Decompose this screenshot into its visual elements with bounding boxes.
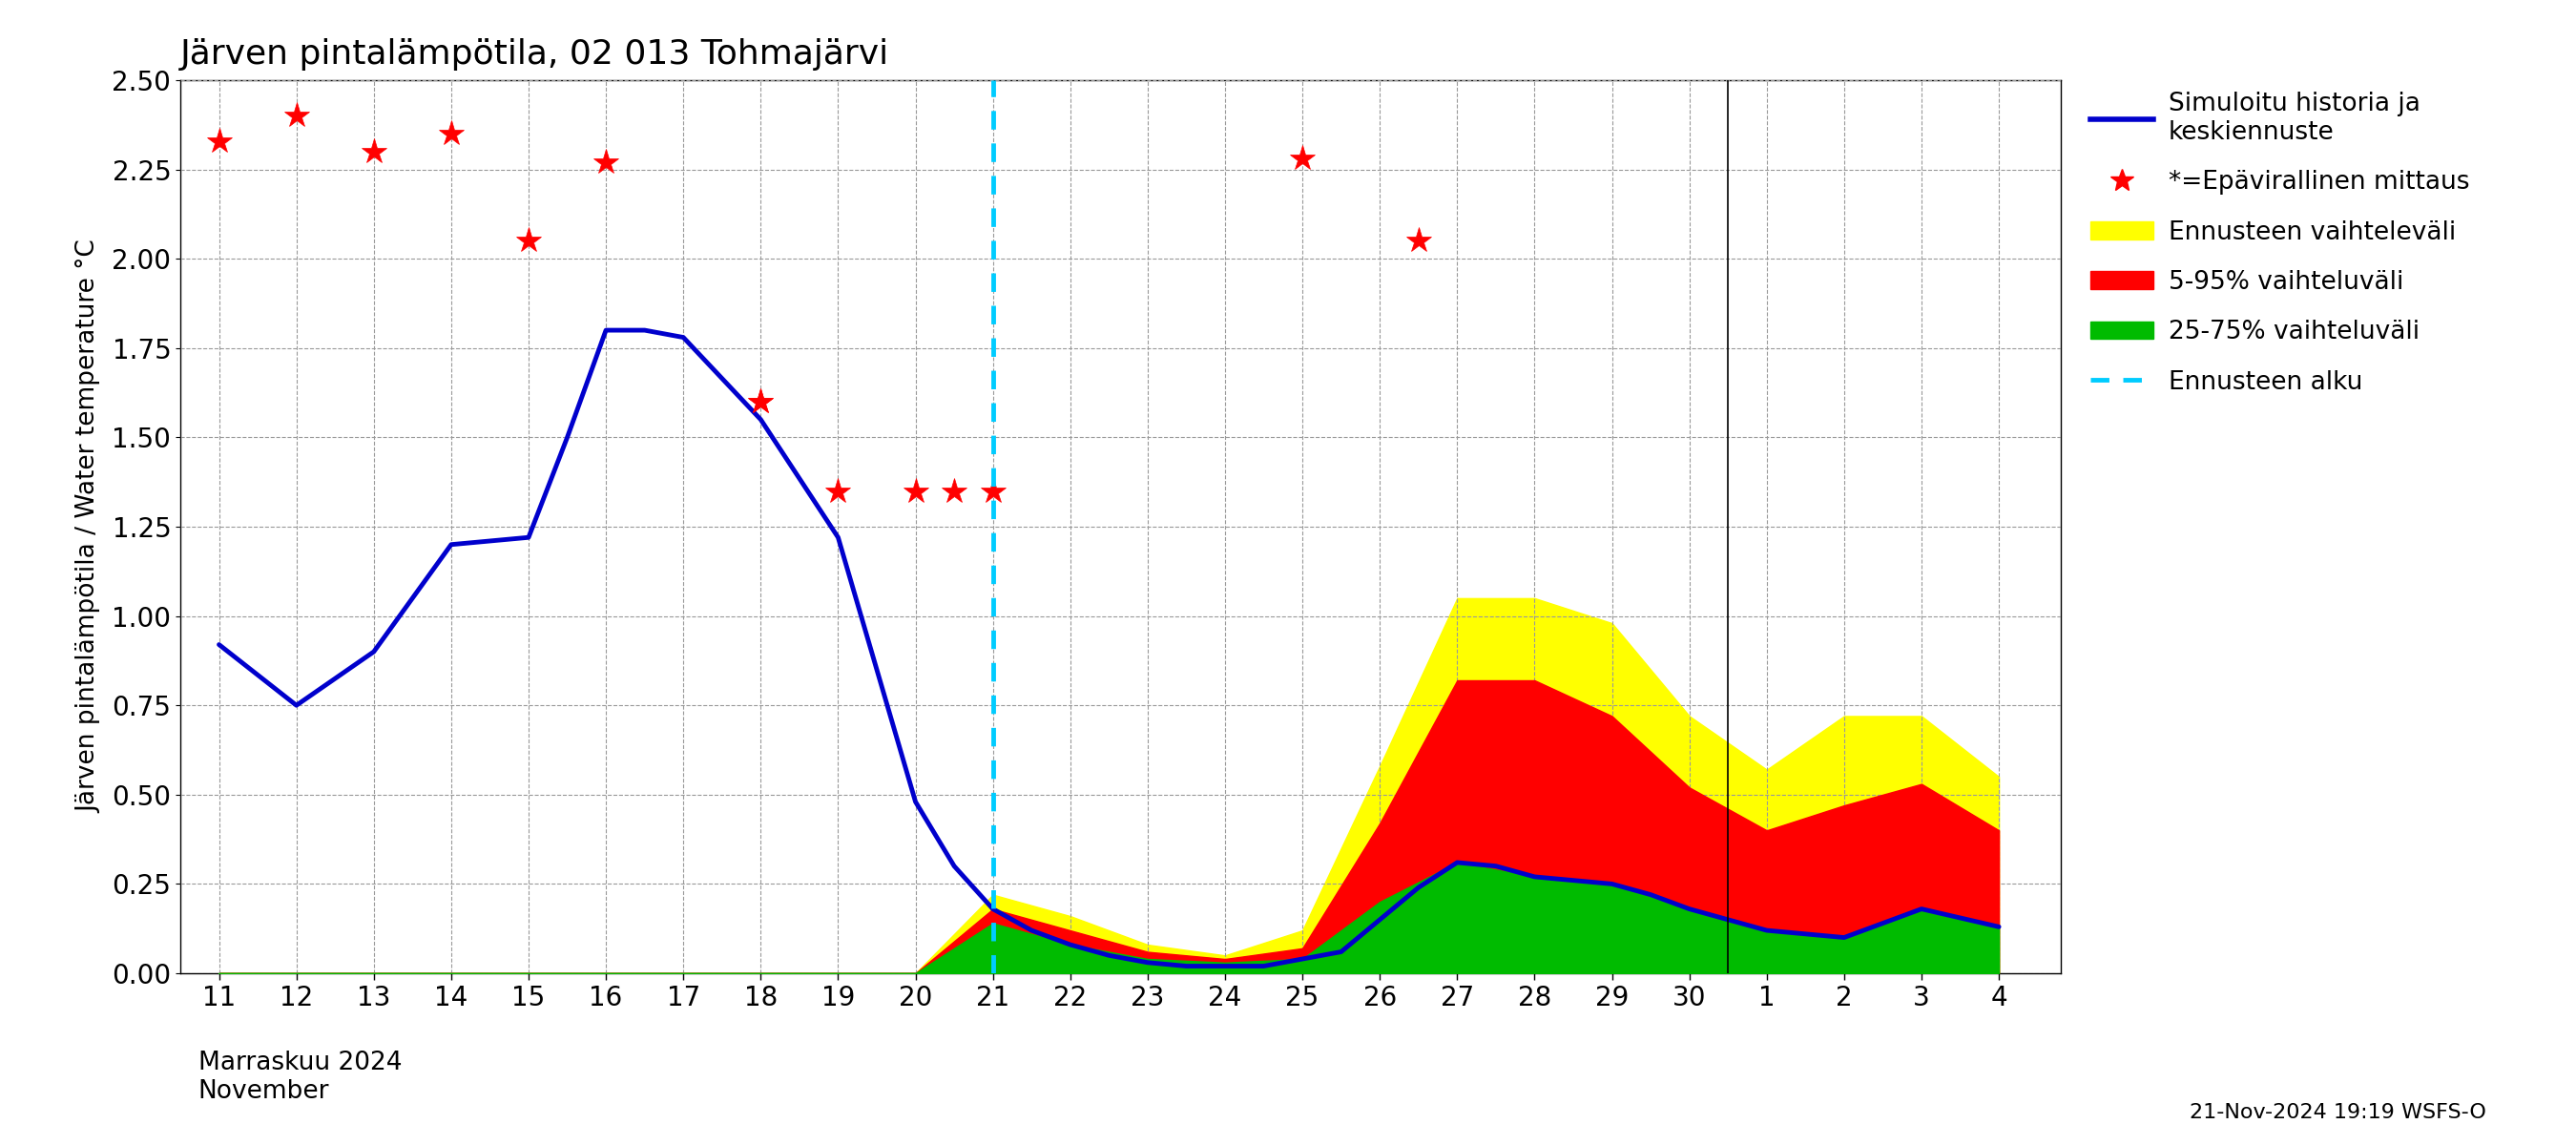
Y-axis label: Järven pintalämpötila / Water temperature °C: Järven pintalämpötila / Water temperatur…	[77, 240, 100, 813]
Legend: Simuloitu historia ja
keskiennuste, *=Epävirallinen mittaus, Ennusteen vaihtelev: Simuloitu historia ja keskiennuste, *=Ep…	[2084, 84, 2478, 402]
Text: 21-Nov-2024 19:19 WSFS-O: 21-Nov-2024 19:19 WSFS-O	[2190, 1103, 2486, 1122]
Text: Järven pintalämpötila, 02 013 Tohmajärvi: Järven pintalämpötila, 02 013 Tohmajärvi	[180, 39, 889, 71]
Text: Marraskuu 2024
November: Marraskuu 2024 November	[198, 1050, 402, 1104]
